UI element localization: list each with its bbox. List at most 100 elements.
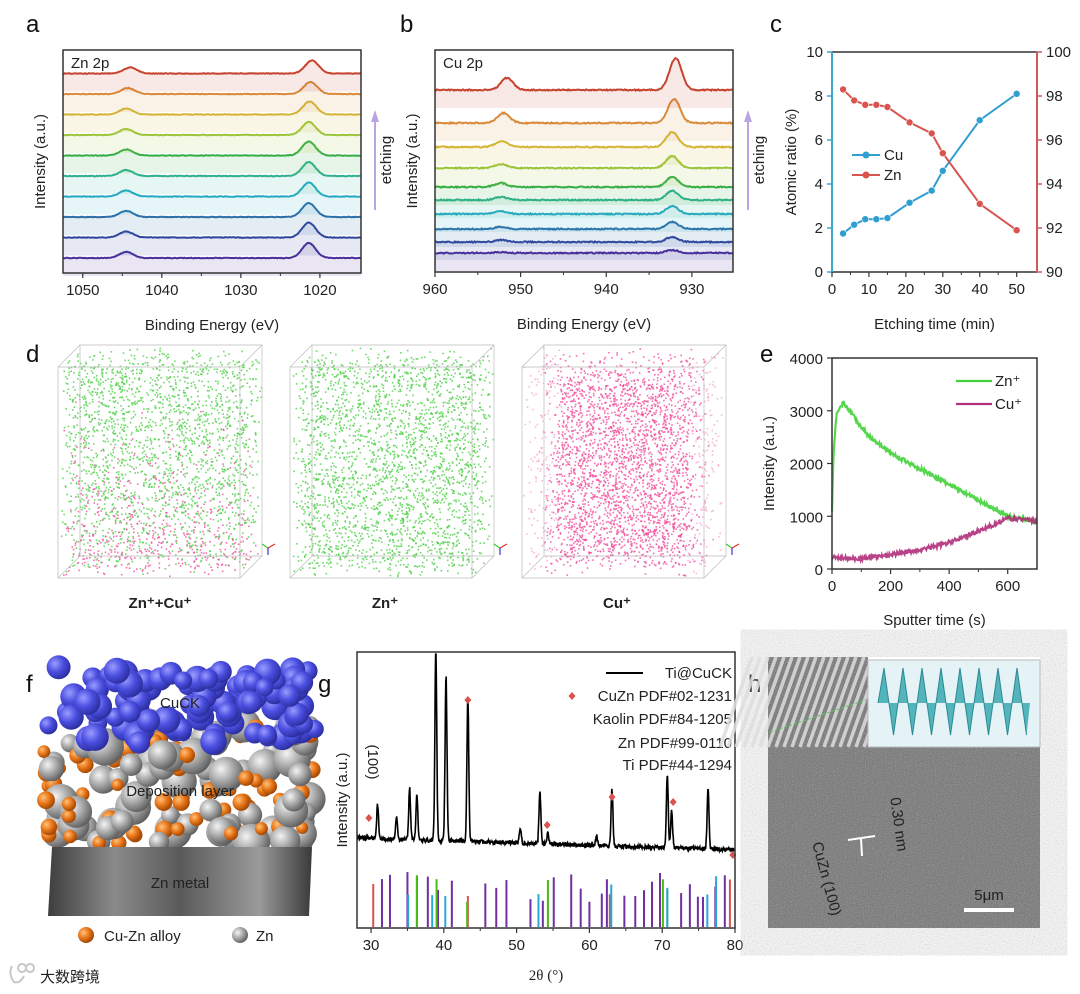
data-point-zn	[905, 118, 914, 127]
ion-point	[429, 377, 431, 380]
ion-point	[151, 411, 153, 413]
ion-point	[384, 379, 387, 382]
ion-point	[437, 535, 440, 537]
ion-point	[359, 347, 362, 350]
ion-point	[303, 368, 305, 370]
ion-point	[412, 479, 414, 481]
ion-point	[111, 418, 114, 420]
ion-point	[369, 466, 371, 468]
ion-point	[118, 531, 121, 533]
ion-point	[373, 454, 375, 456]
ion-point	[372, 469, 374, 471]
ion-point	[129, 556, 132, 559]
ion-point	[401, 449, 404, 452]
ion-point	[85, 397, 87, 400]
ion-point	[130, 370, 133, 373]
ion-point	[246, 488, 248, 491]
ion-point	[414, 408, 416, 411]
cube-outline	[57, 344, 263, 579]
ion-point	[235, 400, 238, 403]
ion-point	[235, 500, 237, 502]
ion-point	[72, 556, 74, 558]
ion-point	[464, 522, 467, 524]
ion-point	[240, 524, 242, 526]
ion-point	[77, 378, 79, 380]
ion-point	[245, 464, 248, 466]
ion-point	[308, 567, 311, 569]
ion-point	[466, 564, 468, 566]
ion-point	[425, 489, 427, 491]
ion-point	[239, 467, 242, 469]
ion-point	[146, 522, 148, 525]
ion-point	[92, 565, 95, 567]
ion-point	[292, 555, 295, 558]
ion-point	[168, 381, 171, 383]
ion-point	[396, 533, 398, 535]
ion-point	[470, 458, 472, 460]
ion-point	[224, 425, 227, 428]
ion-point	[436, 359, 438, 362]
ion-point	[447, 544, 449, 546]
ion-point	[246, 538, 248, 540]
ion-point	[325, 572, 328, 575]
ion-point	[94, 391, 97, 394]
ion-point	[176, 492, 178, 494]
ion-point	[186, 371, 188, 373]
ion-point	[115, 384, 117, 387]
ion-point	[360, 378, 363, 380]
ion-point	[88, 391, 91, 394]
ion-point	[358, 542, 360, 544]
ion-point	[299, 397, 301, 400]
ion-point	[88, 535, 91, 537]
ion-point	[237, 444, 239, 447]
ion-point	[233, 375, 236, 378]
ion-point	[154, 405, 156, 407]
ion-point	[371, 451, 373, 454]
ion-point	[211, 407, 214, 409]
ion-point	[122, 452, 124, 455]
ion-point	[416, 531, 419, 533]
ion-point	[114, 551, 116, 553]
ion-point	[115, 471, 118, 474]
ion-point	[255, 385, 257, 387]
ion-point	[455, 510, 458, 513]
ion-point	[445, 476, 447, 479]
ion-point	[78, 553, 81, 556]
ion-point	[233, 527, 235, 530]
ion-point	[169, 425, 171, 427]
ion-point	[434, 499, 436, 502]
ion-point	[193, 495, 195, 498]
ion-point	[331, 524, 334, 526]
ion-point	[348, 547, 350, 549]
ion-point	[168, 534, 171, 536]
ion-point	[377, 484, 380, 486]
ion-point	[106, 541, 108, 543]
ion-point	[143, 528, 145, 530]
ion-point	[392, 444, 395, 447]
ion-point	[205, 552, 208, 554]
ion-point	[220, 397, 222, 400]
ion-point	[231, 507, 234, 509]
ion-point	[167, 555, 170, 558]
ion-point	[143, 444, 145, 447]
ion-point	[475, 530, 477, 533]
ion-point	[172, 470, 175, 473]
ion-point	[101, 368, 103, 370]
spectrum-title: Zn 2p	[71, 55, 109, 72]
ion-point	[206, 439, 208, 442]
ion-point	[154, 380, 156, 382]
ion-point	[93, 443, 95, 445]
ion-point	[466, 552, 468, 555]
panel-letters: a b c d e f g h	[26, 11, 782, 698]
ion-point	[397, 539, 399, 542]
ion-point	[131, 362, 134, 365]
ion-point	[179, 424, 182, 427]
ion-point	[454, 449, 456, 451]
ion-point	[164, 568, 167, 570]
ion-point	[120, 553, 123, 556]
ion-point	[174, 382, 177, 384]
ion-point	[131, 501, 134, 504]
x-tick-label: 600	[995, 578, 1020, 595]
ion-point	[440, 542, 442, 544]
ion-point	[199, 531, 202, 533]
